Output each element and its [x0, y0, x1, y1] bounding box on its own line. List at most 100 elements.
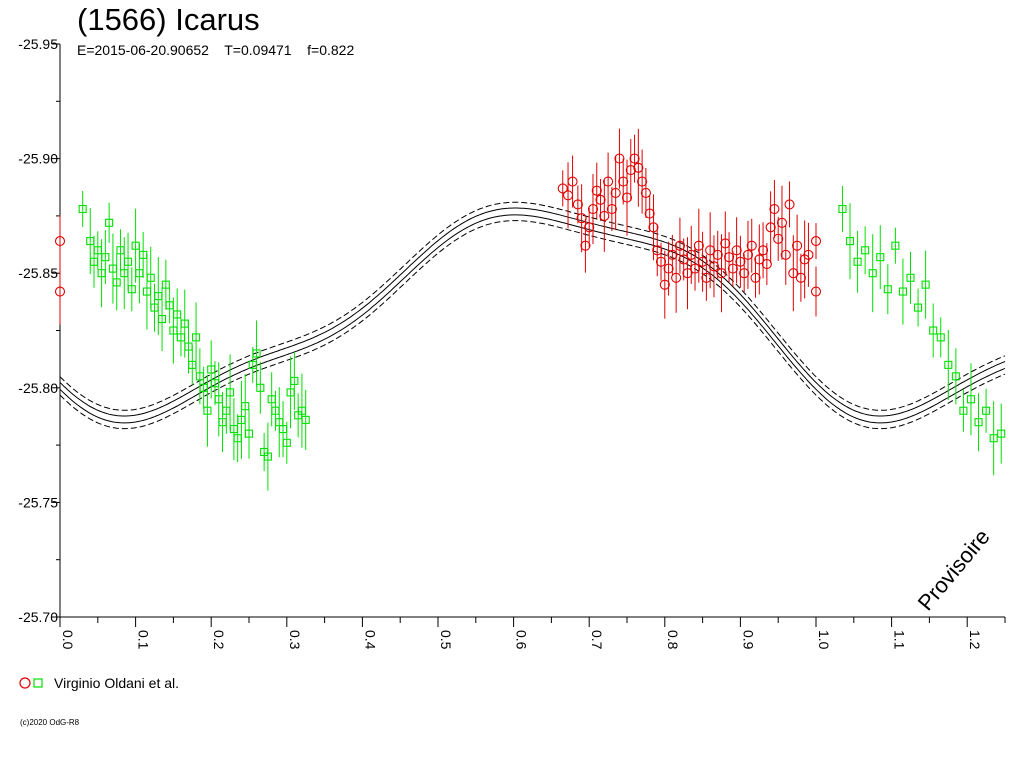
data-point-circle: [644, 208, 655, 219]
data-point-circle: [678, 254, 689, 265]
x-tick-label: 0.7: [589, 630, 605, 650]
data-point-circle: [708, 261, 719, 272]
data-point-circle: [659, 279, 670, 290]
y-tick-label: -25.75: [18, 494, 58, 510]
copyright-text: (c)2020 OdG-R8: [20, 718, 80, 727]
data-point-circle: [610, 187, 621, 199]
data-point-square: [982, 406, 991, 415]
y-tick-label: -25.80: [18, 380, 58, 396]
data-point-square: [101, 253, 110, 262]
data-point-circle: [621, 192, 633, 203]
model-curve: [59, 214, 1006, 424]
x-tick-label: 0.6: [514, 630, 530, 650]
data-point-square: [158, 314, 167, 324]
data-point-square: [951, 372, 960, 381]
x-tick-label: 0.2: [211, 630, 227, 650]
data-point-circle: [731, 245, 742, 256]
data-point-circle: [705, 245, 716, 256]
data-point-square: [914, 303, 923, 312]
data-point-circle: [595, 194, 606, 205]
model-curve: [59, 207, 1006, 417]
x-tick-label: 0.9: [740, 630, 756, 650]
model-curve-lower: [59, 201, 1006, 411]
data-point-circle: [693, 240, 704, 251]
data-point-circle: [591, 185, 602, 196]
data-point-square: [78, 204, 87, 214]
data-point-square: [921, 280, 930, 289]
watermark-text: Provisoire: [913, 524, 995, 615]
data-point-circle: [776, 217, 788, 228]
data-point-square: [838, 204, 847, 214]
data-point-square: [989, 434, 998, 443]
data-point-circle: [742, 249, 754, 260]
data-point-square: [944, 360, 953, 369]
data-point-square: [290, 376, 299, 385]
data-point-circle: [567, 176, 578, 187]
data-point-circle: [682, 268, 693, 279]
data-point-square: [203, 406, 212, 415]
data-point-square: [105, 218, 114, 227]
data-point-square: [123, 257, 133, 266]
data-point-circle: [648, 222, 659, 233]
data-point-square: [868, 269, 877, 278]
data-point-square: [853, 257, 862, 266]
x-tick-label: 0.1: [136, 630, 152, 650]
x-tick-label: 1.1: [892, 630, 908, 650]
data-point-circle: [792, 240, 803, 251]
data-point-circle: [716, 268, 727, 279]
data-point-square: [959, 406, 968, 415]
data-point-circle: [784, 199, 795, 210]
data-point-circle: [667, 249, 678, 260]
data-point-circle: [674, 240, 685, 251]
data-point-square: [112, 278, 121, 287]
y-tick-label: -25.70: [18, 609, 58, 625]
x-tick-label: 1.2: [967, 630, 983, 650]
data-point-circle: [629, 153, 640, 164]
data-point-square: [929, 326, 938, 335]
data-point-circle: [640, 187, 651, 199]
data-point-circle: [724, 252, 735, 263]
data-point-square: [226, 388, 235, 397]
data-point-circle: [54, 286, 66, 297]
x-tick-label: 0.0: [60, 630, 76, 650]
data-point-circle: [663, 263, 674, 274]
data-point-square: [876, 253, 885, 262]
data-point-circle: [712, 249, 723, 260]
data-point-square: [263, 452, 272, 461]
data-point-square: [936, 333, 945, 342]
data-point-circle: [803, 249, 814, 260]
data-point-square: [127, 285, 136, 294]
data-point-circle: [689, 263, 701, 274]
y-tick-label: -25.95: [18, 36, 58, 52]
data-point-circle: [788, 268, 799, 279]
data-point-circle: [618, 176, 629, 187]
data-point-square: [241, 402, 250, 411]
data-point-square: [146, 273, 155, 282]
data-point-circle: [671, 272, 682, 283]
data-point-square: [974, 418, 983, 427]
x-tick-label: 1.0: [816, 630, 832, 650]
data-point-circle: [652, 245, 663, 256]
data-point-circle: [587, 203, 599, 215]
legend-markers: [19, 677, 43, 689]
data-point-circle: [810, 286, 822, 297]
data-point-square: [244, 429, 254, 438]
data-point-circle: [599, 210, 610, 221]
data-point-circle: [758, 245, 769, 256]
data-point-circle: [735, 256, 746, 267]
y-tick-label: -25.85: [18, 265, 58, 281]
chart-title: (1566) Icarus: [77, 2, 260, 37]
data-point-square: [252, 349, 261, 358]
data-point-circle: [754, 254, 765, 265]
data-point-square: [883, 285, 892, 294]
data-point-square: [997, 429, 1006, 438]
x-tick-label: 0.4: [362, 630, 378, 650]
data-point-square: [301, 415, 310, 424]
data-point-circle: [720, 238, 731, 249]
data-point-circle: [739, 268, 750, 279]
x-tick-label: 0.5: [438, 630, 454, 650]
data-point-circle: [686, 249, 697, 260]
data-point-circle: [765, 222, 776, 233]
data-point-circle: [606, 203, 617, 215]
